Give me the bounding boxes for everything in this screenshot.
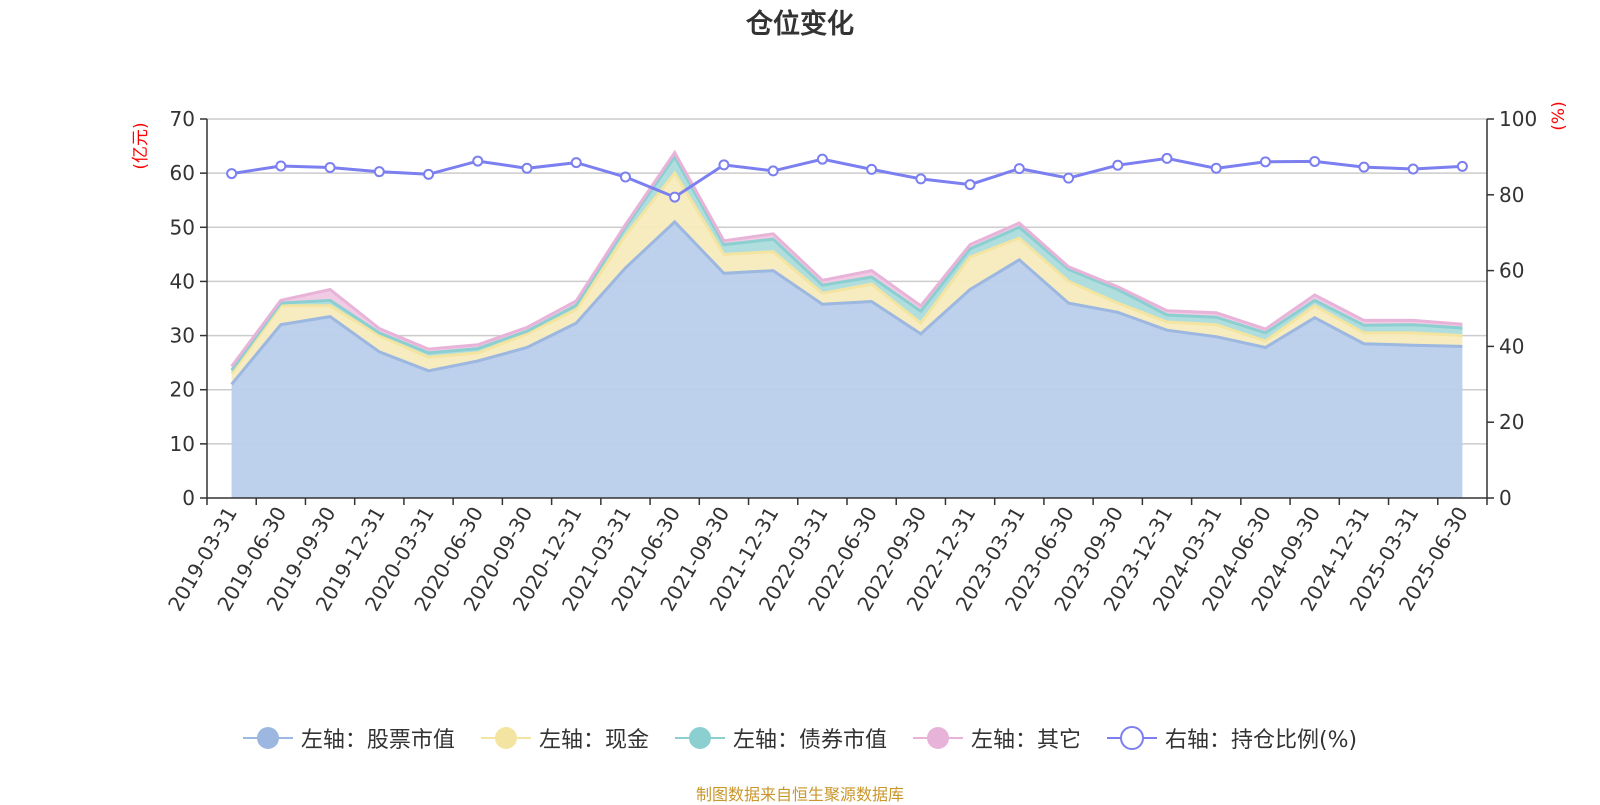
chart-title: 仓位变化 (746, 9, 854, 40)
ratio-point (1210, 162, 1222, 174)
source-note: 制图数据来自恒生聚源数据库 (695, 785, 904, 804)
legend-item-2[interactable]: 左轴：现金 (480, 722, 649, 754)
ratio-point (1112, 159, 1124, 171)
ratio-point (816, 153, 828, 165)
area-series-2 (231, 173, 1463, 385)
left-tick-label: 20 (170, 378, 195, 402)
ratio-point (619, 171, 631, 183)
legend-label: 左轴：债券市值 (732, 728, 887, 753)
ratio-point (718, 159, 730, 171)
legend-swatch-icon (480, 727, 531, 749)
legend-item-3[interactable]: 左轴：债券市值 (674, 722, 887, 754)
area-outline-1 (230, 219, 1463, 386)
ratio-point (964, 179, 976, 191)
ratio-point (767, 165, 779, 177)
legend-label: 左轴：现金 (538, 728, 649, 753)
ratio-point (423, 168, 435, 180)
ratio-point (1456, 160, 1468, 172)
left-tick-label: 70 (170, 107, 195, 131)
ratio-point (669, 191, 681, 203)
left-tick-label: 30 (170, 324, 195, 348)
ratio-point (866, 163, 878, 175)
ratio-point (472, 155, 484, 167)
ratio-point (1309, 155, 1321, 167)
left-tick-label: 50 (170, 215, 195, 239)
legend-swatch-icon (242, 727, 293, 749)
stacked-areas (230, 149, 1463, 498)
legend-item-5[interactable]: 右轴：持仓比例(%) (1106, 722, 1358, 754)
legend-item-1[interactable]: 左轴：股票市值 (242, 722, 455, 754)
left-axis-unit: (亿元) (131, 122, 151, 169)
legend-swatch-icon (674, 727, 725, 749)
ratio-point (373, 166, 385, 178)
right-tick-label: 20 (1499, 410, 1524, 434)
right-tick-label: 40 (1499, 334, 1524, 358)
ratio-point (570, 157, 582, 169)
ratio-point (1063, 172, 1075, 184)
right-tick-label: 60 (1499, 259, 1524, 283)
area-outline-3 (230, 154, 1463, 372)
area-outline-2 (230, 170, 1463, 375)
left-tick-label: 60 (170, 161, 195, 185)
ratio-line (226, 152, 1468, 203)
ratio-point (1259, 156, 1271, 168)
right-tick-label: 100 (1499, 107, 1537, 131)
right-axis-unit: (%) (1549, 101, 1569, 130)
legend: 左轴：股票市值 左轴：现金 左轴：债券市值 左轴：其它 右轴：持仓比例(%) (0, 722, 1600, 754)
left-tick-label: 0 (182, 486, 195, 510)
right-tick-label: 80 (1499, 183, 1524, 207)
ratio-point (1161, 152, 1173, 164)
left-tick-label: 10 (170, 432, 195, 456)
legend-swatch-icon (1106, 726, 1157, 750)
ratio-point (915, 173, 927, 185)
right-tick-label: 0 (1499, 486, 1512, 510)
ratio-line-path (231, 156, 1463, 199)
legend-label: 左轴：股票市值 (300, 728, 455, 753)
ratio-point (1407, 163, 1419, 175)
ratio-point (1013, 163, 1025, 175)
legend-item-4[interactable]: 左轴：其它 (912, 722, 1081, 754)
legend-label: 左轴：其它 (970, 728, 1081, 753)
legend-label: 右轴：持仓比例(%) (1164, 728, 1358, 753)
ratio-point (226, 168, 238, 180)
area-outline-4 (230, 149, 1463, 368)
ratio-point (275, 160, 287, 172)
legend-swatch-icon (912, 727, 963, 749)
left-tick-label: 40 (170, 269, 195, 293)
ratio-point (324, 162, 336, 174)
ratio-point (521, 162, 533, 174)
ratio-point (1358, 161, 1370, 173)
area-series-1 (231, 221, 1463, 498)
